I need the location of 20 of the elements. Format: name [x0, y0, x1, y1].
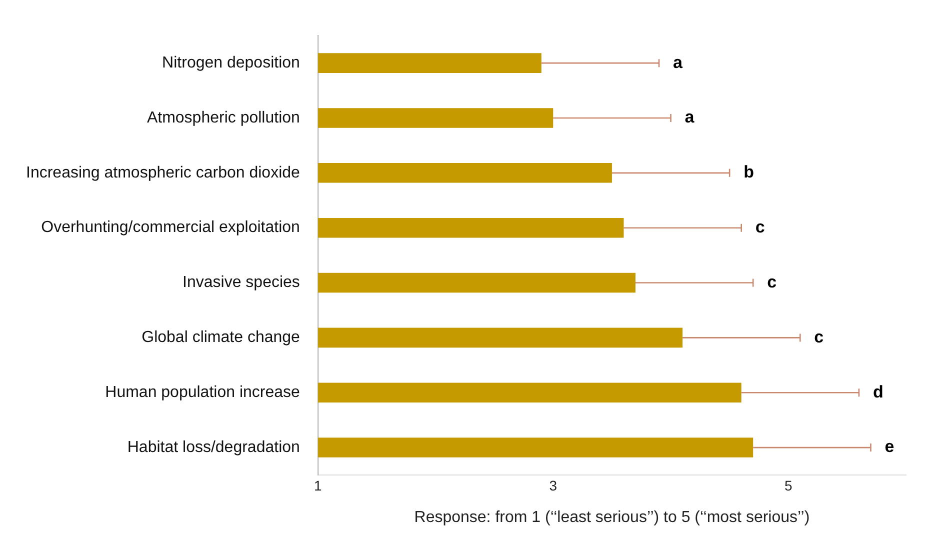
annotation: c: [755, 218, 765, 237]
y-tick-label: Habitat loss/degradation: [127, 438, 300, 456]
y-tick-label: Human population increase: [105, 384, 300, 402]
annotation: b: [744, 162, 754, 182]
annotation: c: [767, 272, 777, 292]
x-axis-title: Response: from 1 (‘‘least serious’’) to 5 (‘‘most serious’’): [414, 508, 810, 526]
x-tick-label: 5: [784, 477, 792, 494]
y-tick-label: Increasing atmospheric carbon dioxide: [26, 164, 300, 182]
annotation: c: [814, 327, 824, 346]
annotation: e: [884, 437, 894, 456]
annotation: d: [872, 382, 884, 402]
x-tick-label: 1: [314, 477, 322, 494]
annotation: a: [684, 108, 695, 127]
annotation: a: [673, 52, 684, 72]
y-tick-label: Invasive species: [182, 274, 300, 292]
y-tick-label: Atmospheric pollution: [146, 109, 300, 126]
y-tick-label: Overhunting/commercial exploitation: [41, 219, 300, 236]
y-tick-label: Nitrogen deposition: [162, 54, 300, 72]
y-tick-label: Global climate change: [142, 329, 300, 346]
x-tick-label: 3: [549, 477, 558, 494]
